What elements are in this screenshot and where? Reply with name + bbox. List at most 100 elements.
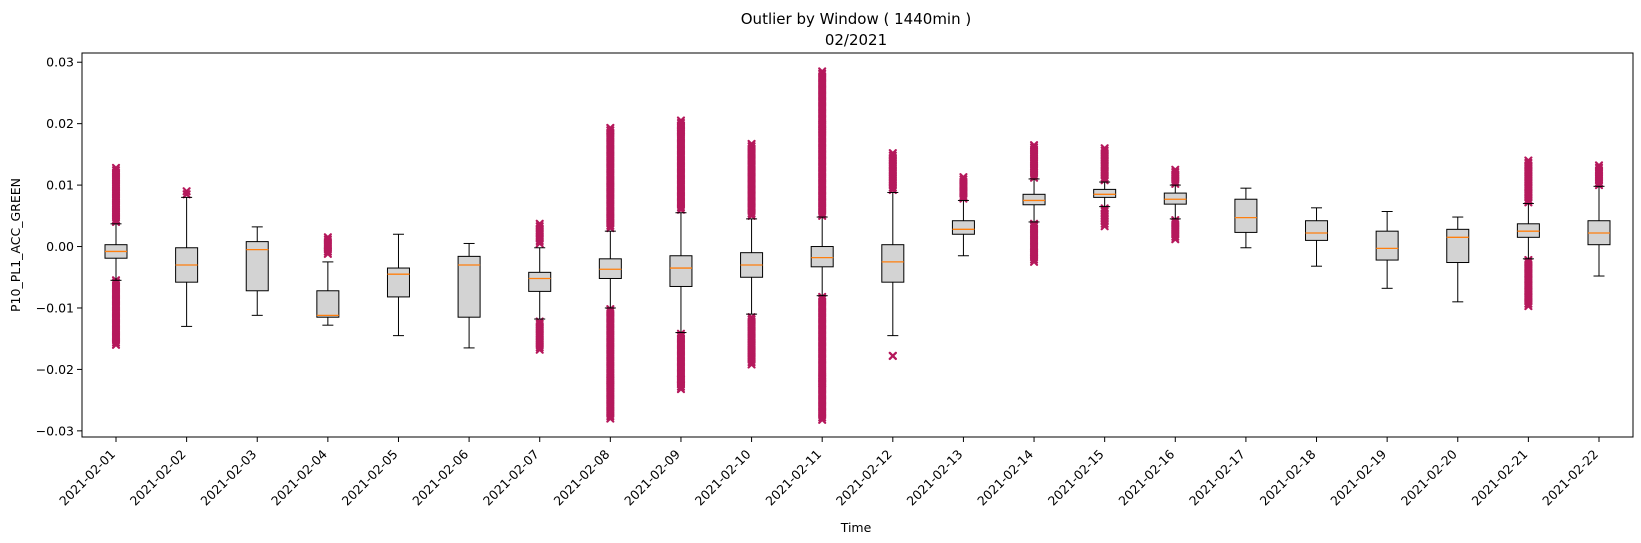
- box-2021-02-08: [598, 123, 622, 423]
- box-2021-02-02: [175, 187, 199, 327]
- outlier-point: [747, 211, 756, 220]
- box-iqr: [245, 241, 269, 292]
- outlier-point: [1171, 232, 1180, 241]
- y-tick-label: 0.02: [46, 116, 74, 131]
- outlier-point: [1524, 302, 1533, 311]
- x-tick-label: 2021-02-21: [1469, 447, 1531, 509]
- box-2021-02-16: [1163, 165, 1187, 244]
- outlier-point: [535, 345, 544, 354]
- x-tick-label: 2021-02-13: [904, 447, 966, 509]
- outlier-point: [111, 340, 121, 349]
- x-tick-label: 2021-02-08: [550, 446, 612, 508]
- outlier-point: [1029, 255, 1039, 264]
- x-tick-label: 2021-02-07: [480, 447, 542, 509]
- x-tick-label: 2021-02-14: [974, 446, 1036, 508]
- box-2021-02-01: [104, 163, 128, 349]
- box-iqr: [1093, 188, 1117, 198]
- x-tick-label: 2021-02-18: [1257, 446, 1319, 508]
- box-2021-02-12: [881, 149, 905, 360]
- outlier-point: [1171, 235, 1180, 244]
- outlier-point: [818, 415, 827, 424]
- box-2021-02-09: [669, 116, 693, 394]
- box-iqr: [457, 255, 481, 318]
- chart-title: Outlier by Window ( 1440min ): [741, 10, 971, 28]
- y-tick-label: −0.02: [36, 362, 74, 377]
- box-iqr: [810, 246, 834, 268]
- x-tick-label: 2021-02-19: [1327, 446, 1389, 508]
- outlier-point: [1171, 177, 1180, 186]
- box-iqr: [881, 244, 905, 283]
- chart-subtitle: 02/2021: [825, 31, 887, 49]
- outlier-point: [818, 209, 827, 218]
- x-tick-label: 2021-02-09: [621, 446, 683, 508]
- x-tick-label: 2021-02-15: [1045, 447, 1107, 509]
- box-2021-02-17: [1234, 187, 1258, 249]
- x-tick-label: 2021-02-22: [1539, 447, 1601, 509]
- x-tick-label: 2021-02-03: [197, 447, 259, 509]
- x-tick-label: 2021-02-17: [1186, 447, 1248, 509]
- box-2021-02-03: [245, 226, 269, 316]
- outlier-point: [1594, 180, 1604, 190]
- x-tick-label: 2021-02-12: [833, 447, 895, 509]
- x-tick-label: 2021-02-10: [692, 446, 754, 508]
- outlier-point: [1171, 179, 1180, 188]
- plot-area-frame: [81, 52, 1634, 438]
- outlier-point: [818, 413, 827, 422]
- box-iqr: [316, 290, 340, 318]
- outlier-point: [535, 343, 544, 352]
- box-iqr: [1234, 198, 1258, 233]
- x-tick-label: 2021-02-11: [762, 447, 824, 509]
- x-tick-label: 2021-02-16: [1115, 446, 1177, 508]
- y-tick-label: −0.03: [36, 423, 74, 438]
- x-tick-label: 2021-02-06: [409, 446, 471, 508]
- outlier-point: [888, 351, 897, 360]
- outlier-point: [606, 221, 615, 230]
- box-iqr: [1022, 193, 1046, 206]
- outlier-point: [676, 382, 686, 391]
- box-2021-02-05: [386, 233, 410, 337]
- box-iqr: [1305, 220, 1329, 241]
- boxes-layer: [104, 67, 1611, 424]
- outlier-point: [323, 247, 332, 256]
- outlier-point: [606, 224, 615, 233]
- outlier-point: [606, 414, 615, 423]
- box-iqr: [1375, 230, 1399, 261]
- outlier-point: [747, 358, 756, 367]
- x-tick-label: 2021-02-02: [127, 447, 189, 509]
- box-2021-02-19: [1375, 211, 1399, 289]
- x-tick-label: 2021-02-01: [56, 447, 118, 509]
- box-iqr: [528, 271, 552, 292]
- box-iqr: [669, 255, 693, 287]
- outlier-point: [676, 205, 686, 214]
- y-tick-label: 0.03: [46, 55, 74, 70]
- box-2021-02-20: [1446, 216, 1470, 303]
- y-axis-label: P10_PL1_ACC_GREEN: [8, 178, 23, 312]
- outlier-point: [1029, 173, 1039, 182]
- box-2021-02-13: [951, 173, 975, 257]
- box-2021-02-22: [1587, 161, 1611, 277]
- outlier-point: [818, 211, 827, 220]
- box-2021-02-06: [457, 242, 481, 349]
- y-tick-label: 0.00: [46, 239, 74, 254]
- outlier-point: [111, 338, 121, 347]
- box-2021-02-21: [1516, 156, 1540, 311]
- outlier-point: [1029, 171, 1039, 180]
- outlier-point: [111, 215, 121, 224]
- box-iqr: [1446, 228, 1470, 264]
- outlier-point: [323, 249, 332, 259]
- outlier-point: [1524, 299, 1533, 308]
- x-axis-label: Time: [840, 520, 872, 535]
- box-2021-02-18: [1305, 207, 1329, 267]
- outlier-point: [606, 412, 615, 421]
- box-2021-02-14: [1022, 141, 1046, 266]
- x-axis-ticks: 2021-02-01 2021-02-02 2021-02-03 2021-02-04…: [56, 437, 1601, 508]
- outlier-point: [676, 203, 686, 212]
- outlier-point: [747, 209, 756, 218]
- outlier-point: [676, 384, 686, 394]
- x-tick-label: 2021-02-20: [1398, 446, 1460, 508]
- box-2021-02-11: [810, 67, 834, 424]
- y-tick-label: 0.01: [46, 178, 74, 193]
- outlier-point: [535, 239, 544, 248]
- outlier-point: [747, 360, 756, 369]
